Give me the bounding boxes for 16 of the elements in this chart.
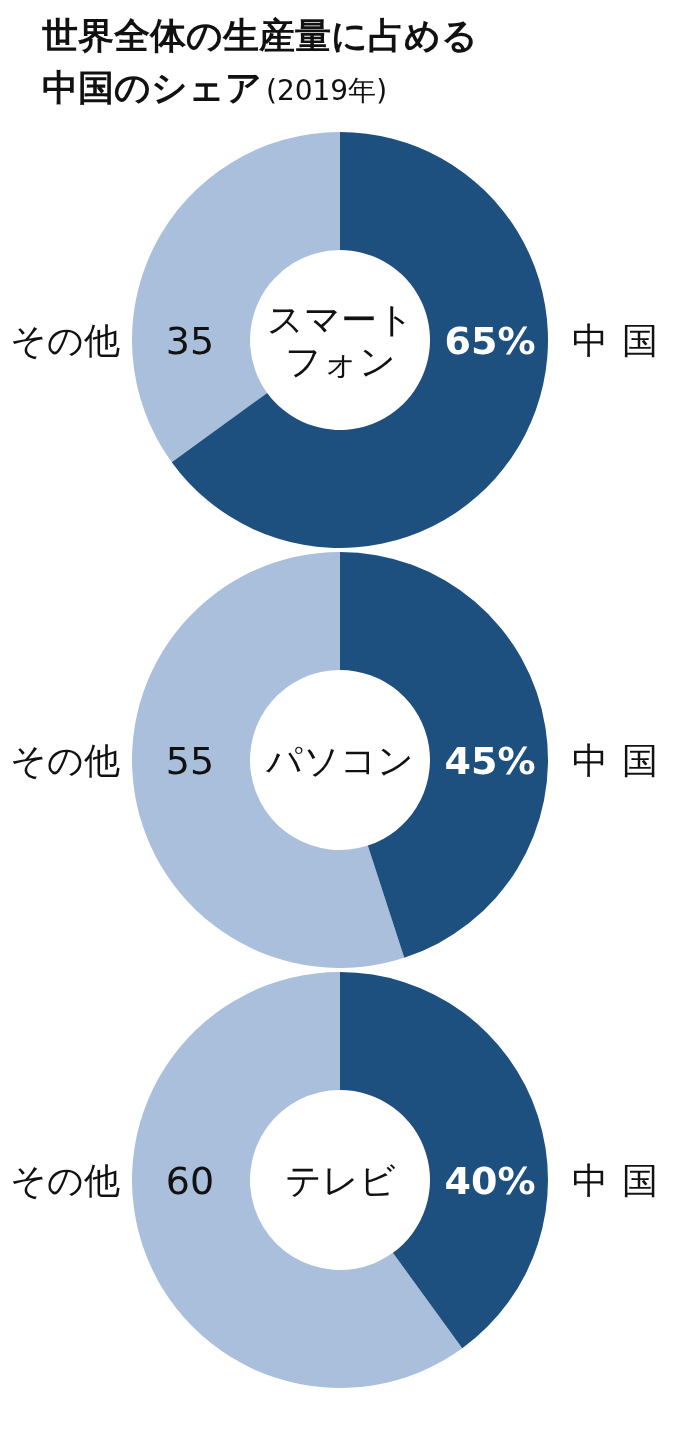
slice-label: その他 xyxy=(10,740,120,781)
data-label: 40% xyxy=(444,1159,536,1203)
slice-label: その他 xyxy=(10,1160,120,1201)
slice-label: その他 xyxy=(10,320,120,361)
heading: 世界全体の生産量に占める中国のシェア(2019年) xyxy=(42,15,478,108)
data-label: 65% xyxy=(444,319,536,363)
data-label: 45% xyxy=(444,739,536,783)
slice-label: 中国 xyxy=(572,1160,672,1201)
data-label: 55 xyxy=(165,739,215,783)
data-label: 35 xyxy=(165,319,215,363)
text: パソコン xyxy=(265,740,414,781)
text: スマートフォン xyxy=(266,299,414,382)
slice-label: 中国 xyxy=(572,740,672,781)
slice-label: 中国 xyxy=(572,320,672,361)
text: テレビ xyxy=(284,1160,396,1201)
data-label: 60 xyxy=(165,1159,215,1203)
